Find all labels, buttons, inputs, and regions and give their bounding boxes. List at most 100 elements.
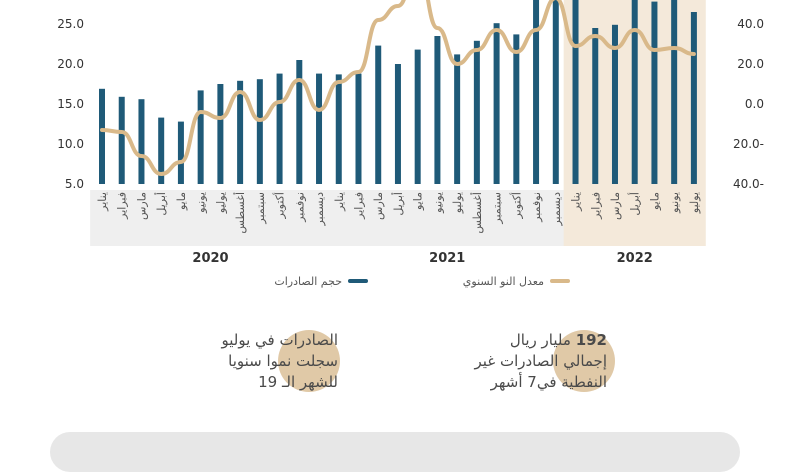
month-label: مايو: [648, 192, 661, 211]
year-band-2022: [563, 190, 706, 246]
bar: [276, 73, 283, 184]
bar: [158, 117, 165, 184]
month-label: يونيو: [431, 192, 444, 214]
stat-total-exports: 192 مليار ريال إجمالي الصادرات غير النفط…: [400, 330, 615, 393]
month-label: سبتمبر: [491, 192, 504, 225]
month-label: ديسمبر: [313, 192, 326, 227]
stat-total-line3: النفطية في7 أشهر: [490, 373, 607, 391]
legend-bar-label: حجم الصادرات: [274, 275, 342, 288]
year-label-2020: 2020: [192, 251, 228, 266]
exports-chart: 5.010.015.020.025.0 40.0-20.0-0.020.040.…: [57, 0, 764, 288]
month-label: نوفمبر: [293, 192, 306, 223]
left-tick-label: 25.0: [57, 17, 84, 31]
bar: [217, 84, 224, 184]
month-label: يونيو: [195, 192, 208, 214]
month-label: يوليو: [451, 192, 464, 214]
bar: [177, 121, 184, 184]
stat-july-growth: الصادرات في يوليو سجلت نموا سنويا للشهر …: [140, 330, 340, 393]
bar: [572, 0, 579, 184]
bar: [690, 12, 697, 184]
bar: [237, 80, 244, 184]
left-tick-label: 10.0: [57, 137, 84, 151]
month-label: فبراير: [116, 192, 129, 220]
stat-total-text: 192 مليار ريال إجمالي الصادرات غير النفط…: [400, 330, 607, 393]
bar: [611, 24, 618, 184]
bar: [513, 34, 520, 185]
month-label: أغسطس: [233, 192, 247, 234]
stat-july-line2: سجلت نموا سنويا: [228, 352, 338, 370]
bar: [454, 54, 461, 185]
month-label: يونيو: [668, 192, 681, 214]
bar: [592, 28, 599, 184]
month-label: يوليو: [214, 192, 227, 214]
bar: [99, 88, 105, 184]
month-label: فبراير: [589, 192, 602, 220]
right-tick-label: 20.0-: [733, 137, 764, 151]
bar: [631, 0, 638, 184]
bar: [394, 64, 401, 184]
bar: [473, 40, 480, 184]
month-label: مايو: [175, 192, 188, 211]
year-bands: [90, 190, 706, 246]
year-label-2021: 2021: [429, 251, 465, 266]
bar: [375, 45, 382, 184]
month-label: يوليو: [688, 192, 701, 214]
year-band-2021: [326, 190, 568, 246]
month-label: نوفمبر: [530, 192, 543, 223]
month-label: أبريل: [391, 192, 405, 216]
month-label: فبراير: [352, 192, 365, 220]
month-label: أكتوبر: [509, 192, 523, 219]
month-label: أبريل: [628, 192, 642, 216]
stat-july-line1: الصادرات في يوليو: [221, 331, 338, 349]
bar: [414, 49, 421, 184]
year-label-2022: 2022: [617, 251, 653, 266]
month-label: ديسمبر: [550, 192, 563, 227]
left-tick-label: 15.0: [57, 97, 84, 111]
bar: [256, 79, 263, 184]
month-label: مارس: [135, 192, 148, 220]
stat-circle: [553, 330, 615, 392]
bars-series: [99, 0, 697, 185]
stat-july-line3: للشهر الـ 19: [258, 373, 338, 391]
month-label: مارس: [609, 192, 622, 220]
month-label: يناير: [96, 192, 109, 212]
month-label: يناير: [333, 192, 346, 212]
growth-line: [100, 0, 696, 176]
left-tick-label: 5.0: [65, 177, 84, 191]
bar: [335, 74, 342, 184]
bottom-banner: [50, 432, 740, 472]
month-label: أكتوبر: [273, 192, 287, 219]
bar: [355, 73, 362, 184]
right-axis-ticks: 40.0- 20.0- 0.0 20.0 40.0: [733, 17, 764, 191]
left-tick-label: 20.0: [57, 57, 84, 71]
stat-circle: [278, 330, 340, 392]
bar: [493, 23, 500, 185]
bar: [671, 0, 678, 184]
stat-total-line2: إجمالي الصادرات غير: [474, 352, 607, 370]
bar: [434, 36, 441, 184]
legend-line-label: معدل النو السنوي: [463, 275, 544, 288]
month-label: مايو: [412, 192, 425, 211]
month-label: يناير: [570, 192, 583, 212]
right-tick-label: 40.0: [737, 17, 764, 31]
bar: [651, 1, 658, 184]
stat-july-text: الصادرات في يوليو سجلت نموا سنويا للشهر …: [140, 330, 338, 393]
month-labels: يناير فبراير مارس أبريل مايو يونيو يوليو أغسطس س…: [96, 192, 701, 234]
month-label: أغسطس: [470, 192, 484, 234]
month-label: مارس: [372, 192, 385, 220]
right-tick-label: 0.0: [745, 97, 764, 111]
right-tick-label: 40.0-: [733, 177, 764, 191]
bar: [197, 90, 204, 184]
left-axis-ticks: 5.0 10.0 15.0 20.0 25.0: [57, 17, 84, 191]
bar: [138, 99, 145, 184]
year-band-2020: [90, 190, 331, 246]
bar: [296, 60, 303, 184]
month-label: أبريل: [154, 192, 168, 216]
right-tick-label: 20.0: [737, 57, 764, 71]
stat-total-line1: 192 مليار ريال: [400, 330, 607, 351]
legend: معدل النو السنوي حجم الصادرات: [274, 275, 570, 288]
year-labels: 2020 2021 2022: [192, 251, 652, 266]
bar: [533, 0, 540, 184]
stat-total-unit: مليار ريال: [509, 331, 571, 349]
month-label: سبتمبر: [254, 192, 267, 225]
